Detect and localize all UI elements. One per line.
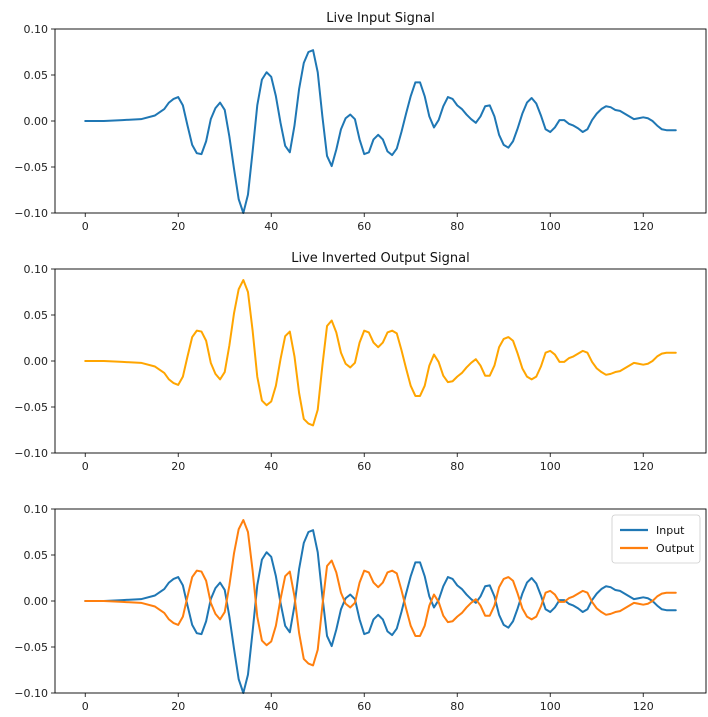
- y-tick-label: 0.00: [24, 355, 49, 368]
- chart-panel-2: Live Inverted Output Signal 0 20 40 60 80 100 1…: [14, 251, 707, 473]
- series-line-input: [84, 529, 677, 694]
- chart-title: Live Inverted Output Signal: [291, 251, 470, 266]
- series-line-1: [84, 279, 677, 427]
- axes-frame: [54, 508, 707, 694]
- y-tick-label: 0.10: [24, 503, 49, 516]
- x-tick-label: 120: [633, 460, 654, 473]
- x-tick-label: 40: [264, 460, 278, 473]
- x-tick-label: 60: [357, 700, 371, 713]
- y-tick-label: −0.05: [14, 641, 48, 654]
- legend: Input Output: [611, 514, 701, 564]
- x-tick-label: 60: [357, 220, 371, 233]
- axes-frame: [54, 268, 707, 454]
- x-tick-label: 0: [82, 220, 89, 233]
- axes-frame: [54, 28, 707, 214]
- y-tick-label: −0.05: [14, 401, 48, 414]
- legend-label-input: Input: [656, 524, 685, 537]
- chart-panel-3: 0 20 40 60 80 100 120 0.10 0.05 0.00 −0.05 −0.10 Inp…: [14, 503, 707, 713]
- y-tick-label: −0.10: [14, 447, 48, 460]
- x-tick-label: 20: [171, 460, 185, 473]
- x-tick-label: 40: [264, 220, 278, 233]
- x-tick-label: 120: [633, 700, 654, 713]
- legend-box: [611, 514, 701, 564]
- chart-title: Live Input Signal: [326, 11, 434, 26]
- x-tick-label: 20: [171, 220, 185, 233]
- x-tick-label: 100: [540, 700, 561, 713]
- y-tick-label: 0.05: [24, 309, 49, 322]
- y-tick-label: 0.10: [24, 23, 49, 36]
- x-tick-label: 120: [633, 220, 654, 233]
- y-tick-label: 0.05: [24, 549, 49, 562]
- y-tick-label: 0.10: [24, 263, 49, 276]
- x-tick-label: 0: [82, 460, 89, 473]
- series-line-1: [84, 49, 677, 214]
- x-tick-label: 80: [450, 220, 464, 233]
- x-tick-label: 80: [450, 700, 464, 713]
- y-tick-label: −0.10: [14, 207, 48, 220]
- x-tick-label: 40: [264, 700, 278, 713]
- y-tick-label: −0.05: [14, 161, 48, 174]
- x-tick-label: 20: [171, 700, 185, 713]
- x-tick-label: 0: [82, 700, 89, 713]
- legend-label-output: Output: [656, 542, 695, 555]
- x-tick-label: 80: [450, 460, 464, 473]
- y-tick-label: 0.00: [24, 595, 49, 608]
- y-tick-label: 0.00: [24, 115, 49, 128]
- x-tick-label: 100: [540, 460, 561, 473]
- series-line-output: [84, 519, 677, 667]
- x-tick-label: 100: [540, 220, 561, 233]
- x-tick-label: 60: [357, 460, 371, 473]
- y-tick-label: −0.10: [14, 687, 48, 700]
- y-tick-label: 0.05: [24, 69, 49, 82]
- chart-panel-1: Live Input Signal 0 20 40 60 80 100 120 0.10 0.05…: [14, 11, 707, 233]
